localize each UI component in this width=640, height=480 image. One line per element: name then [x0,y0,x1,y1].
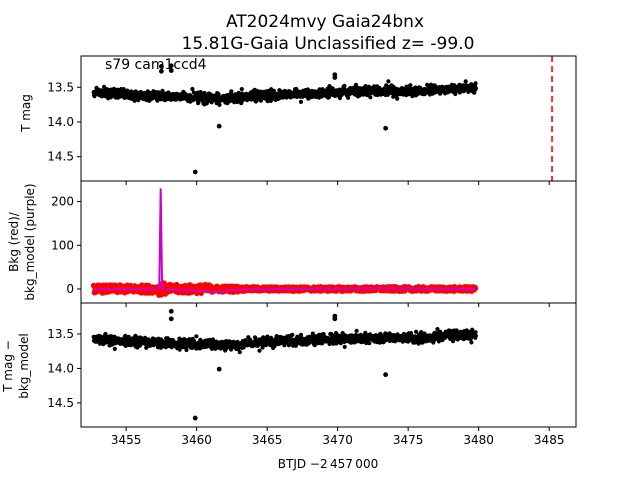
bottom-data-point [320,341,325,346]
top-data-point [353,82,359,87]
xtick-label: 3480 [463,433,494,447]
top-ylabel: T mag [19,94,33,133]
bottom-data-point [367,341,372,346]
bottom-data-point [435,327,440,332]
top-data-point [216,92,221,97]
bottom-data-point [354,328,359,333]
bottom-data-point [363,330,368,335]
top-outlier-point [158,68,164,74]
top-outlier-point [383,125,389,131]
bottom-outlier-point [168,308,174,314]
top-outlier-point [216,123,222,129]
bottom-data-point [469,340,474,345]
top-outlier-point [168,68,174,73]
bottom-axes-frame [80,302,577,428]
top-data-point [190,86,195,92]
top-data-point [229,89,234,94]
bottom-outlier-point [332,316,338,322]
bottom-data-point [290,332,295,337]
middle-plot-area [90,188,479,298]
top-data-point [473,86,478,91]
top-data-point [132,98,137,103]
top-data-point [202,90,207,96]
panel-bottom-corrected-magnitude: 13.5 14.0 14.5 3455 3460 3465 3470 3475 3480 3485 [47,302,577,447]
panel-top-magnitude: 13.5 14.0 14.5 [47,55,577,185]
bottom-data-point [223,346,229,351]
top-data-point [453,91,458,97]
top-ytick-label: 14.5 [47,150,74,164]
top-outlier-point [158,64,164,69]
top-outlier-point [168,63,174,69]
top-plot-area [91,56,553,181]
top-data-point [271,88,276,93]
top-data-point [386,79,391,84]
top-data-point [395,96,400,101]
background-model-line [93,188,476,294]
top-data-point [368,95,373,100]
bottom-data-point [473,330,478,335]
bottom-ylabel-line2: bkg_model [17,333,31,399]
bottom-data-point [237,350,242,355]
figure-title-line1: AT2024mvy Gaia24bnx [226,12,424,32]
xtick-label: 3465 [252,433,283,447]
bottom-data-point [473,333,478,338]
bottom-data-point [253,335,258,340]
top-ytick-label: 13.5 [47,80,74,94]
top-axes-frame [80,55,577,182]
bottom-outlier-point [216,366,222,372]
xtick-label: 3470 [322,433,353,447]
xtick-label: 3455 [111,433,142,447]
top-data-point [463,79,468,84]
top-ytick-label: 14.0 [47,115,74,129]
x-axis-label: BTJD −2 457 000 [278,457,378,471]
top-data-point [342,83,347,88]
top-data-point [298,99,304,104]
bottom-data-point [298,332,304,337]
bottom-plot-area [91,308,478,421]
xtick-label: 3460 [181,433,212,447]
top-data-point [125,88,130,93]
middle-ytick-label: 100 [51,238,74,252]
bottom-ytick-label: 13.5 [47,327,74,341]
top-outlier-point [332,75,338,80]
bottom-data-point [450,339,456,344]
bottom-data-point [177,347,182,352]
bottom-ytick-label: 14.0 [47,361,74,375]
top-data-point [232,100,237,105]
top-data-point [217,102,222,107]
top-data-point [346,95,351,100]
bottom-data-point [468,336,473,341]
top-data-point [239,87,244,92]
top-data-point [473,81,478,86]
bottom-data-point [184,347,189,353]
middle-ytick-label: 0 [66,282,74,296]
top-data-point [425,82,430,87]
middle-ytick-label: 200 [51,195,74,209]
bottom-ytick-label: 14.5 [47,396,74,410]
sector-camera-annotation: s79 cam1ccd4 [105,57,207,73]
bottom-data-point [342,344,347,349]
bottom-data-point [257,348,262,353]
xtick-label: 3475 [393,433,424,447]
xtick-label: 3485 [534,433,565,447]
middle-ylabel-line1: Bkg (red)/ [7,211,21,272]
figure-title-line2: 15.81G-Gaia Unclassified z= -99.0 [182,34,475,54]
bottom-data-point [414,329,419,334]
panel-middle-background: 0 100 200 [51,180,577,307]
top-outlier-point [192,169,198,175]
bottom-outlier-point [192,415,198,421]
bottom-data-point [194,334,199,339]
top-data-point [408,83,413,88]
bottom-outlier-point [383,372,389,378]
bottom-outlier-point [168,316,174,322]
bottom-data-point [112,346,117,351]
middle-ylabel-line2: bkg_model (purple) [23,183,37,300]
bottom-ylabel-line1: T mag − [1,340,15,393]
bottom-data-point [312,343,317,348]
